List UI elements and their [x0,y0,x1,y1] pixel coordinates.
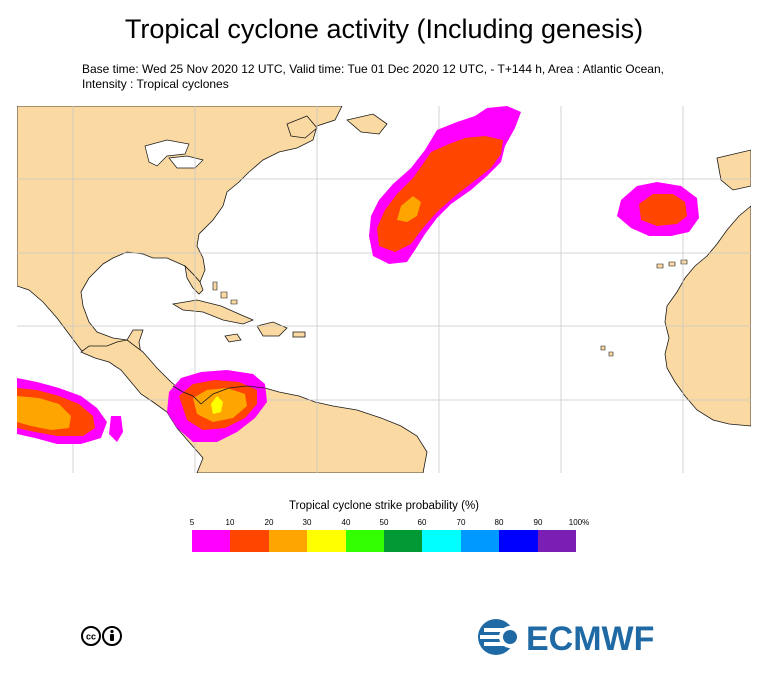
legend-tick: 50 [379,518,389,527]
legend-tick: 5 [189,518,195,527]
legend-swatch [422,530,461,552]
legend-tick: 10 [225,518,235,527]
probability-area-mid-atlantic [369,106,521,264]
legend-swatch [537,530,577,552]
legend-swatch [268,530,308,552]
land-cuba [171,299,255,325]
ecmwf-emblem-icon [478,619,521,655]
land-jamaica [224,333,242,343]
legend-swatch [307,530,346,552]
legend-color-bar [192,530,577,552]
great-lakes [144,139,204,169]
ecmwf-logo: ECMWF [478,619,654,657]
atlantic-map [17,106,751,473]
land-florida [184,264,204,295]
svg-text:cc: cc [86,632,96,642]
legend-title: Tropical cyclone strike probability (%) [288,500,480,512]
land-newfoundland [286,115,318,139]
land-bahamas [212,281,238,305]
legend-tick: 30 [302,518,312,527]
legend-tick: 60 [417,518,427,527]
legend-tick: 100% [568,518,590,527]
graticule [17,106,751,473]
land-iberia [716,149,751,191]
legend-swatch [192,530,231,552]
probability-area-east-atlantic [617,182,699,236]
logo-text: ECMWF [526,620,654,657]
page-title: Tropical cyclone activity (Including gen… [124,14,644,44]
legend-swatch [460,530,500,552]
land-puerto-rico [292,331,306,338]
probability-area-east-pacific [17,378,123,444]
probability-area-caribbean [167,370,267,442]
legend-ticks: 5 10 20 30 40 50 60 70 80 90 100% [0,518,768,530]
legend-swatch [499,530,538,552]
legend-tick: 90 [533,518,543,527]
cc-by-icon: cc [81,626,122,646]
legend-tick: 40 [341,518,351,527]
legend-swatch [345,530,385,552]
legend-swatch [230,530,269,552]
land-cape-verde [600,345,614,357]
legend-tick: 80 [494,518,504,527]
legend-swatch [384,530,423,552]
coastline-central-america [172,385,266,405]
land-nova-scotia [346,113,388,135]
map-subtitle: Base time: Wed 25 Nov 2020 12 UTC, Valid… [82,62,664,91]
land-hispaniola [256,321,288,337]
legend-tick: 70 [456,518,466,527]
land-canary-islands [656,259,688,269]
legend-tick: 20 [264,518,274,527]
land-africa [664,205,751,427]
